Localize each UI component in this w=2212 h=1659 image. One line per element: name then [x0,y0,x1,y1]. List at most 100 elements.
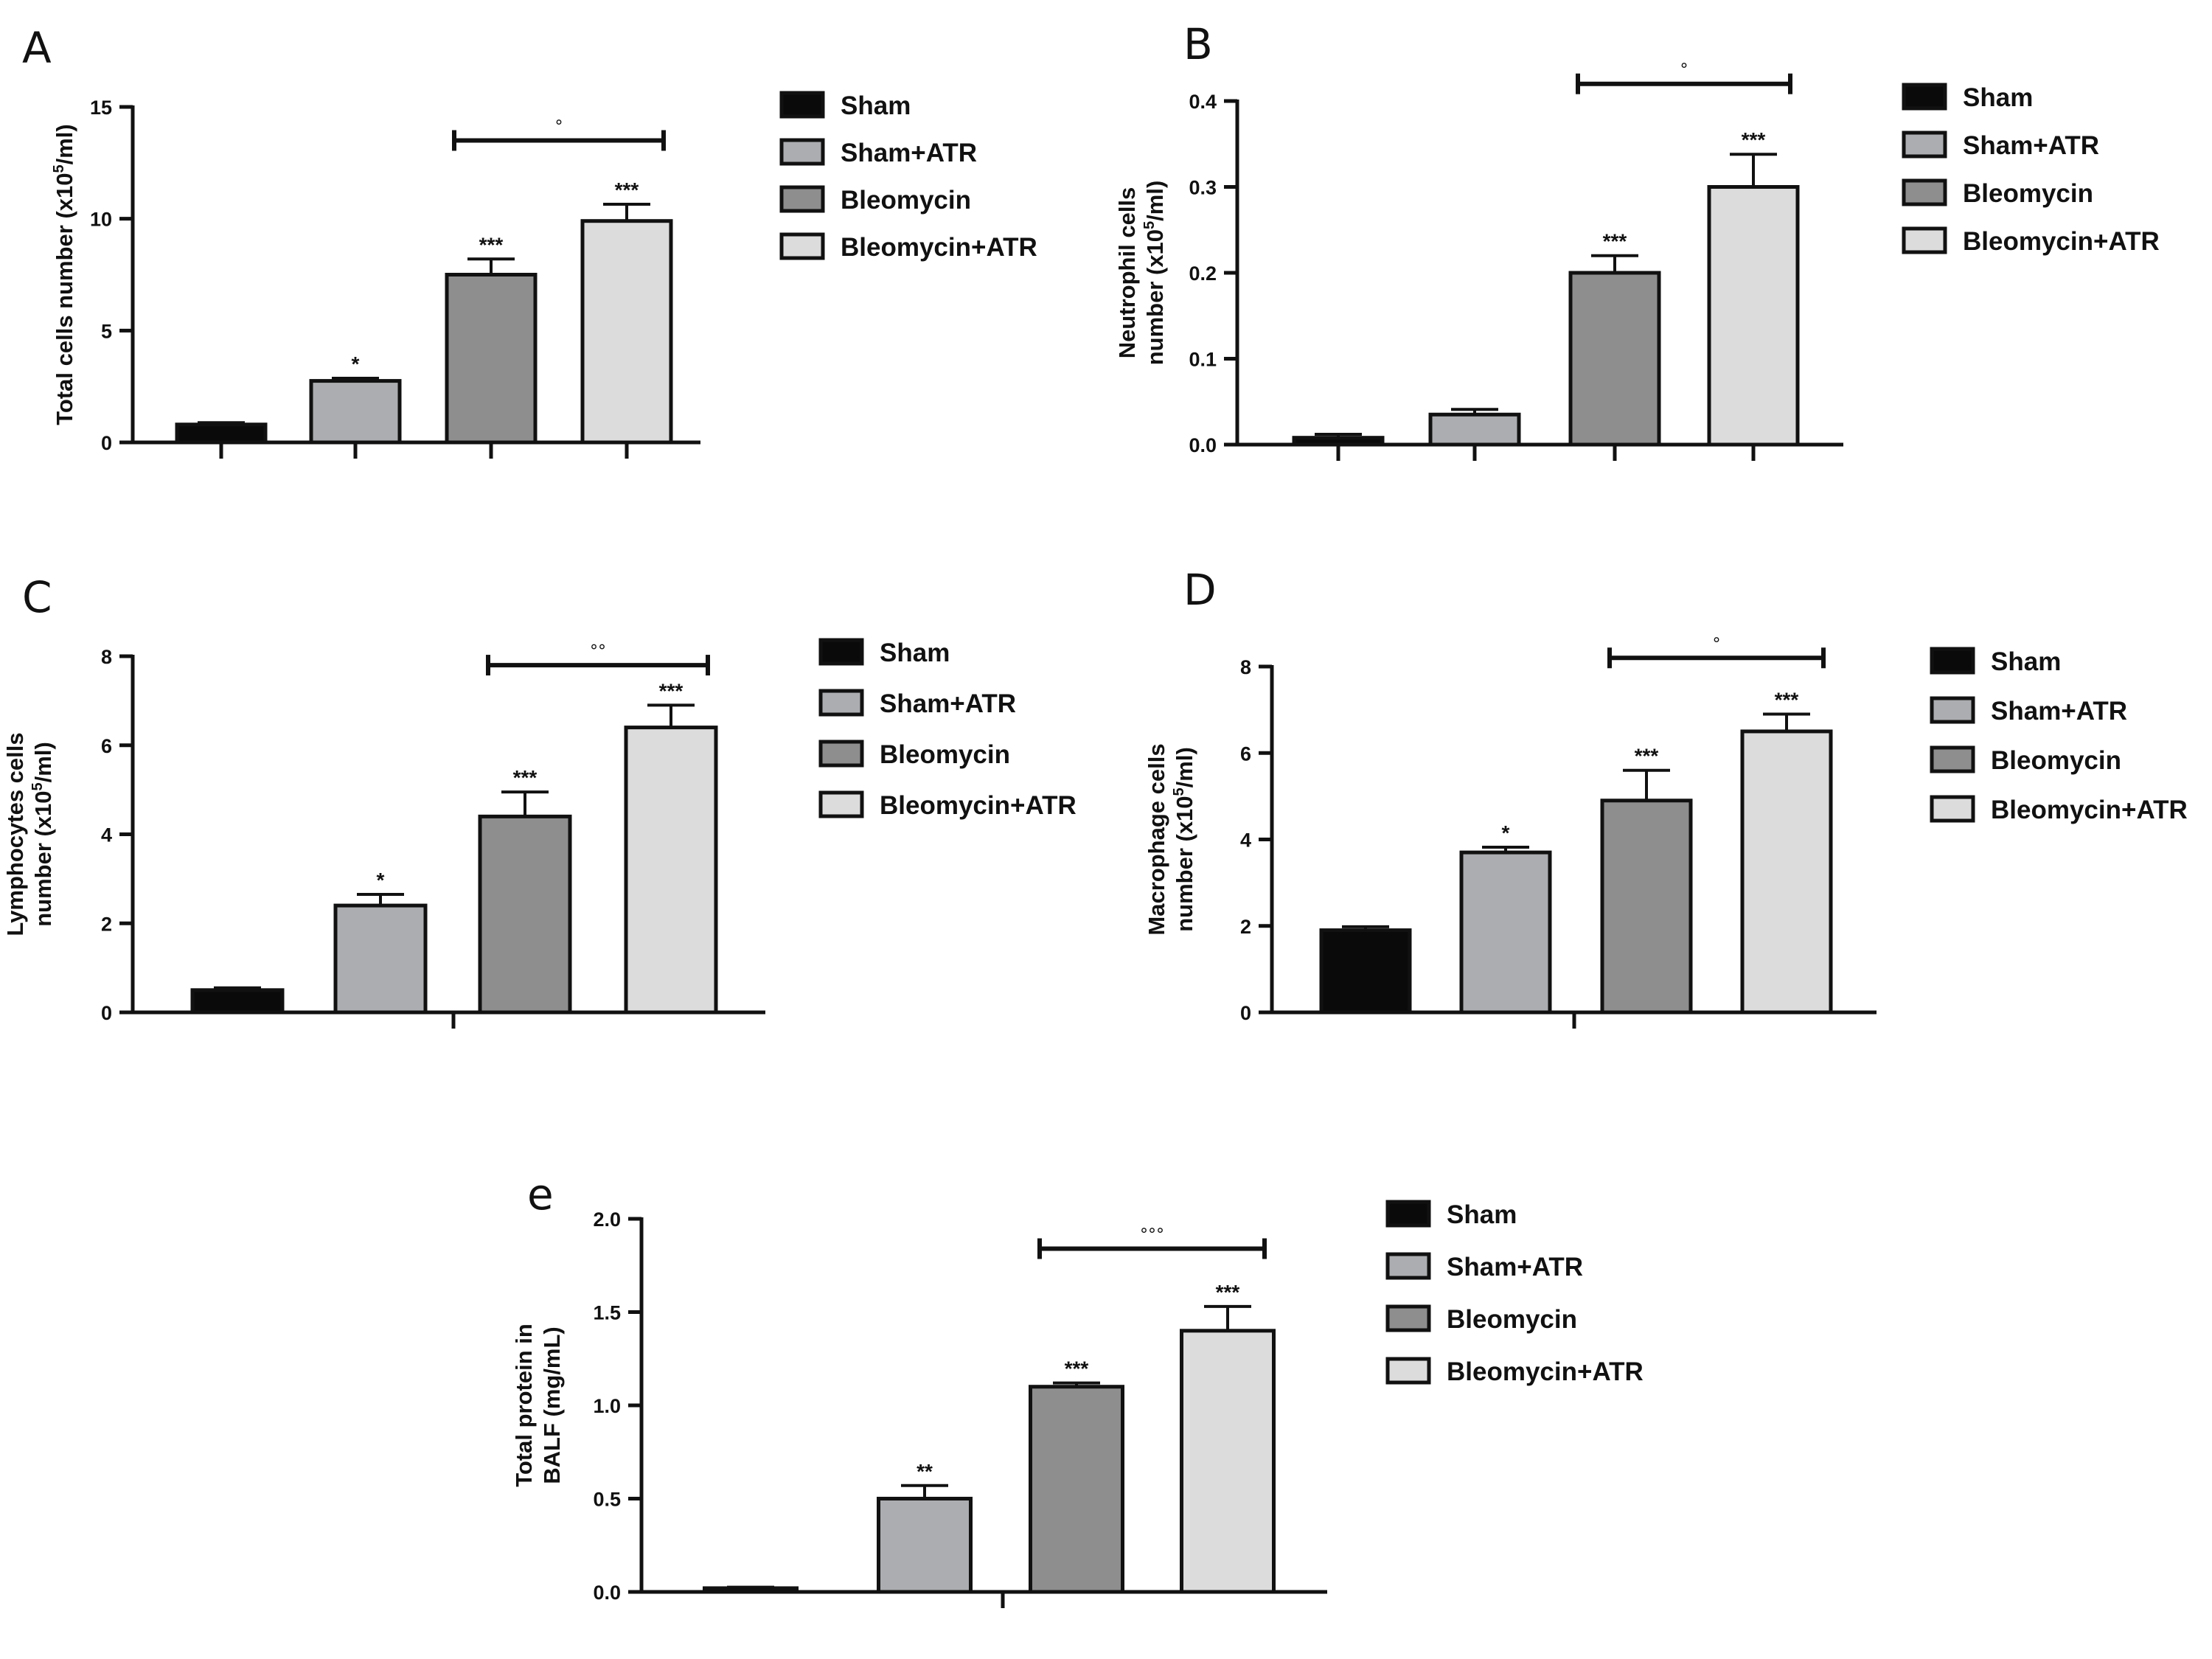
panel-letter: e [527,1169,554,1220]
bar-bleomycin [445,273,538,445]
bracket-label: ° [1680,61,1688,80]
y-tick-label: 0.1 [1189,349,1217,371]
y-tick-label: 8 [1240,656,1251,678]
legend-label: Sham+ATR [1963,131,2099,160]
legend-swatch [1930,647,1975,675]
y-tick-label: 2 [1240,916,1251,938]
legend-label: Bleomycin+ATR [1447,1357,1644,1386]
y-tick-label: 0.3 [1189,177,1217,199]
bar-bleomycin-plus-atr [580,219,673,445]
significance-stars: * [352,352,360,375]
y-axis-title-superscript: 5 [1171,787,1187,796]
bar-sham-plus-atr [333,903,428,1015]
y-tick-label: 2.0 [593,1208,621,1231]
y-axis-title-line: Total cells number (x10 [52,173,77,425]
y-axis-title-unit: /ml) [1142,181,1168,221]
y-axis-title-line: number (x10 [30,790,56,926]
legend-label: Sham [880,639,950,667]
significance-stars: *** [659,679,684,702]
bracket-label: ° [1713,635,1721,653]
legend-swatch [1385,1304,1431,1332]
legend-swatch [1930,795,1975,823]
legend-label: Sham [1991,647,2061,676]
significance-stars: ** [917,1460,933,1483]
legend-label: Bleomycin [1447,1305,1577,1334]
panel-letter: A [22,23,52,73]
legend-label: Bleomycin [1991,746,2121,775]
y-tick-label: 4 [1240,830,1251,852]
bar-sham-plus-atr [309,379,402,445]
bar-sham [1292,436,1385,447]
y-axis-title: Total cells number (x105/ml) [51,124,77,425]
legend-swatch [818,689,864,717]
legend-label: Sham [1963,83,2033,112]
y-tick-label: 8 [101,646,112,668]
significance-stars: *** [615,178,639,201]
legend-label: Bleomycin [1963,179,2093,208]
legend-swatch [779,185,825,213]
y-axis-title-unit: /ml) [30,742,56,782]
y-tick-label: 6 [1240,742,1251,765]
significance-stars: *** [1603,230,1627,253]
y-tick-label: 0 [1240,1002,1251,1024]
significance-stars: * [377,869,385,891]
y-axis-title: Total protein inBALF (mg/mL) [511,1324,565,1487]
significance-stars: *** [479,233,504,256]
legend-label: Bleomycin+ATR [1963,227,2160,256]
bar-sham [703,1586,799,1594]
y-axis-title-superscript: 5 [51,164,67,173]
legend-swatch [818,740,864,768]
y-axis-title: Lymphocytes cellsnumber (x105/ml) [2,732,56,936]
y-tick-label: 0.5 [593,1489,621,1511]
y-tick-label: 5 [101,320,112,342]
legend-swatch [1902,131,1947,159]
legend-label: Sham+ATR [880,689,1016,718]
panel-b: B 0.0 0.1 0.2 0.3 0.4 *** *** ° Neutrophil cellsn… [1114,19,2160,461]
y-tick-label: 0 [101,1002,112,1024]
significance-stars: *** [1635,745,1659,768]
significance-stars: *** [1742,128,1766,151]
bar-sham-plus-atr [1459,850,1552,1015]
legend-label: Bleomycin+ATR [880,791,1077,820]
y-axis-title: Neutrophil cellsnumber (x105/ml) [1114,181,1168,366]
significance-stars: *** [1065,1357,1089,1380]
bracket-label: ° [555,118,563,136]
bar-sham [175,422,268,445]
legend-label: Bleomycin [841,186,971,215]
legend-swatch [818,790,864,818]
bar-sham [1319,928,1412,1015]
significance-stars: * [1502,821,1510,844]
y-axis-title-line: Neutrophil cells [1114,187,1140,359]
y-axis-title-superscript: 5 [29,782,46,790]
bracket-label: °° [590,642,606,661]
legend-swatch [779,91,825,119]
y-axis-title-unit: /ml) [52,124,77,164]
bar-bleomycin-plus-atr [1180,1329,1276,1594]
y-tick-label: 10 [90,209,112,231]
bar-bleomycin [1568,271,1661,447]
legend-swatch [1930,696,1975,724]
legend-label: Bleomycin [880,740,1010,769]
legend-swatch [1385,1200,1431,1228]
y-tick-label: 0 [101,432,112,454]
significance-stars: *** [513,766,538,789]
y-tick-label: 15 [90,97,112,119]
significance-stars: *** [1216,1281,1240,1304]
legend-label: Sham+ATR [1447,1253,1583,1281]
y-tick-label: 1.5 [593,1302,621,1324]
panel-letter: C [22,572,52,622]
legend-swatch [1930,745,1975,773]
y-axis-title-line: BALF (mg/mL) [539,1326,565,1484]
y-tick-label: 1.0 [593,1395,621,1417]
bar-sham-plus-atr [877,1497,973,1594]
legend-swatch [779,138,825,166]
bar-bleomycin [1029,1385,1124,1594]
legend-label: Bleomycin+ATR [1991,796,2188,824]
y-axis-title-line: number (x10 [1142,229,1168,365]
y-axis-title-unit: /ml) [1172,747,1197,787]
legend-label: Sham [841,91,911,120]
y-tick-label: 0.0 [593,1582,621,1604]
panel-letter: D [1183,565,1217,615]
